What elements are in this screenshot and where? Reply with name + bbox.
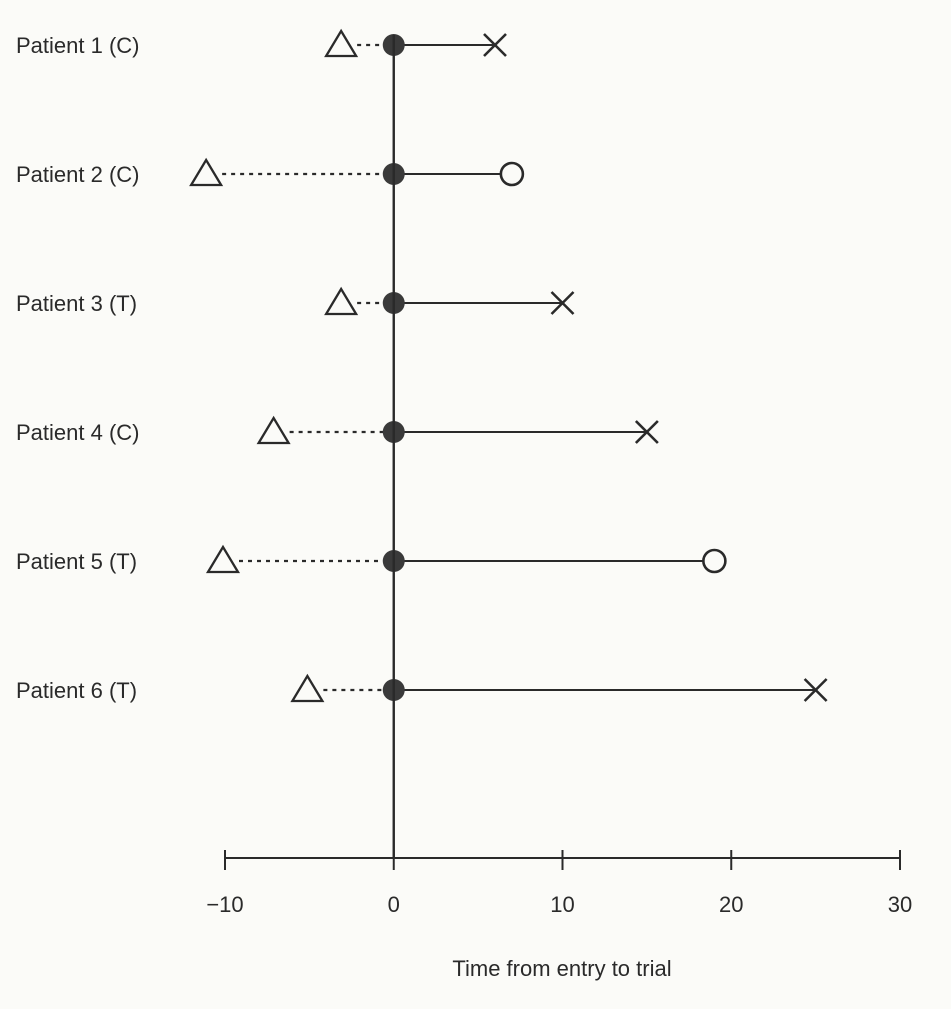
patient-row: Patient 3 (T): [16, 286, 575, 316]
censored-circle-marker: [499, 161, 525, 187]
patient-label: Patient 3 (T): [16, 291, 137, 316]
cross-stroke: [803, 678, 828, 702]
onset-triangle-marker: [324, 28, 359, 58]
onset-triangle-marker: [205, 544, 241, 574]
x-tick-label: 20: [719, 892, 743, 917]
patient-label: Patient 4 (C): [16, 420, 140, 445]
x-tick-label: 10: [550, 892, 574, 917]
cross-stroke: [483, 33, 507, 57]
x-tick-label: −10: [206, 892, 243, 917]
onset-triangle-marker: [256, 415, 291, 445]
cross-stroke: [550, 291, 575, 315]
onset-triangle-marker: [189, 157, 224, 187]
censored-circle-marker: [702, 548, 727, 574]
patient-row: Patient 1 (C): [16, 28, 507, 58]
event-cross-marker: [634, 420, 659, 444]
x-tick-label: 0: [388, 892, 400, 917]
patient-label: Patient 1 (C): [16, 33, 140, 58]
x-axis-ticks: −10 0 10 20 30: [206, 850, 912, 917]
onset-triangle-marker: [290, 673, 325, 703]
event-cross-marker: [803, 678, 828, 702]
onset-triangle-marker: [324, 286, 359, 316]
x-axis-title: Time from entry to trial: [452, 956, 671, 981]
cross-stroke: [634, 420, 659, 444]
patient-label: Patient 2 (C): [16, 162, 140, 187]
patient-label: Patient 6 (T): [16, 678, 137, 703]
x-axis: −10 0 10 20 30: [206, 850, 912, 917]
event-cross-marker: [550, 291, 575, 315]
patient-label: Patient 5 (T): [16, 549, 137, 574]
patient-row: Patient 5 (T): [16, 544, 727, 574]
patient-row: Patient 6 (T): [16, 673, 828, 703]
x-tick-label: 30: [888, 892, 912, 917]
patient-row: Patient 2 (C): [16, 157, 525, 187]
event-cross-marker: [483, 33, 507, 57]
patient-rows: Patient 1 (C) Patient 2 (C) Patient 3 (T) P…: [16, 28, 828, 703]
patient-row: Patient 4 (C): [16, 415, 659, 445]
